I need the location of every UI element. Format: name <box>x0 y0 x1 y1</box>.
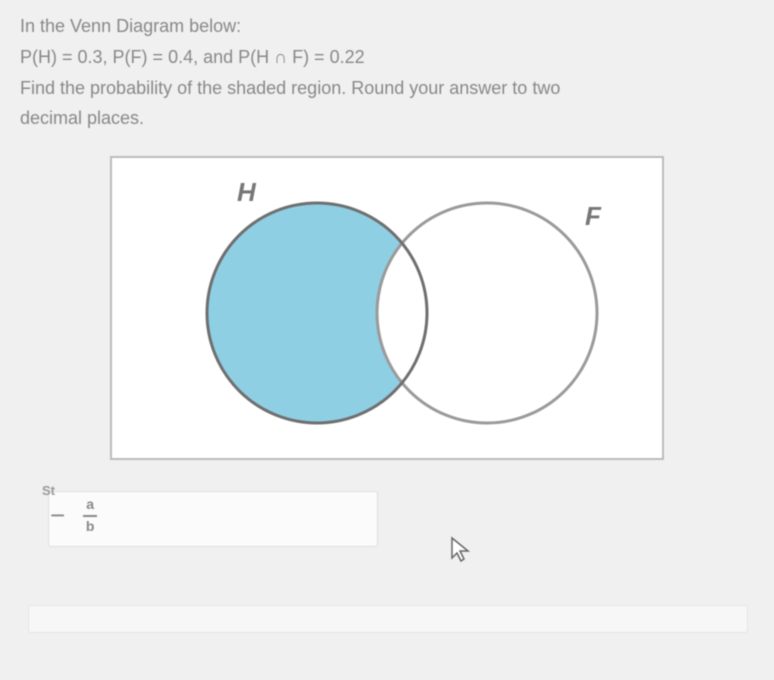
cursor-icon <box>450 536 472 562</box>
label-f: F <box>585 201 602 231</box>
answer-area: St − a b <box>20 497 754 577</box>
frac-bot: b <box>86 519 95 534</box>
sep1: , P(F) = <box>103 47 169 67</box>
sep2: , and P(H ∩ F) = <box>193 47 329 67</box>
step-label: St <box>42 483 55 498</box>
pH-value: 0.3 <box>78 47 103 67</box>
bottom-panel <box>28 605 748 633</box>
question-text: In the Venn Diagram below: P(H) = 0.3, P… <box>20 12 754 133</box>
pF-value: 0.4 <box>168 47 193 67</box>
answer-row: − a b <box>20 497 754 534</box>
venn-svg: H F <box>107 153 667 463</box>
frac-top: a <box>86 497 94 512</box>
frac-bar <box>83 515 97 517</box>
question-line-4: decimal places. <box>20 104 754 133</box>
question-line-3: Find the probability of the shaded regio… <box>20 74 754 103</box>
question-line-2: P(H) = 0.3, P(F) = 0.4, and P(H ∩ F) = 0… <box>20 43 754 72</box>
fraction-button[interactable]: a b <box>83 497 97 534</box>
label-h: H <box>237 177 257 207</box>
venn-diagram: H F <box>20 153 754 463</box>
pHF-value: 0.22 <box>330 47 365 67</box>
minus-sign[interactable]: − <box>50 500 65 531</box>
pH-label: P(H) = <box>20 47 78 67</box>
question-line-1: In the Venn Diagram below: <box>20 12 754 41</box>
